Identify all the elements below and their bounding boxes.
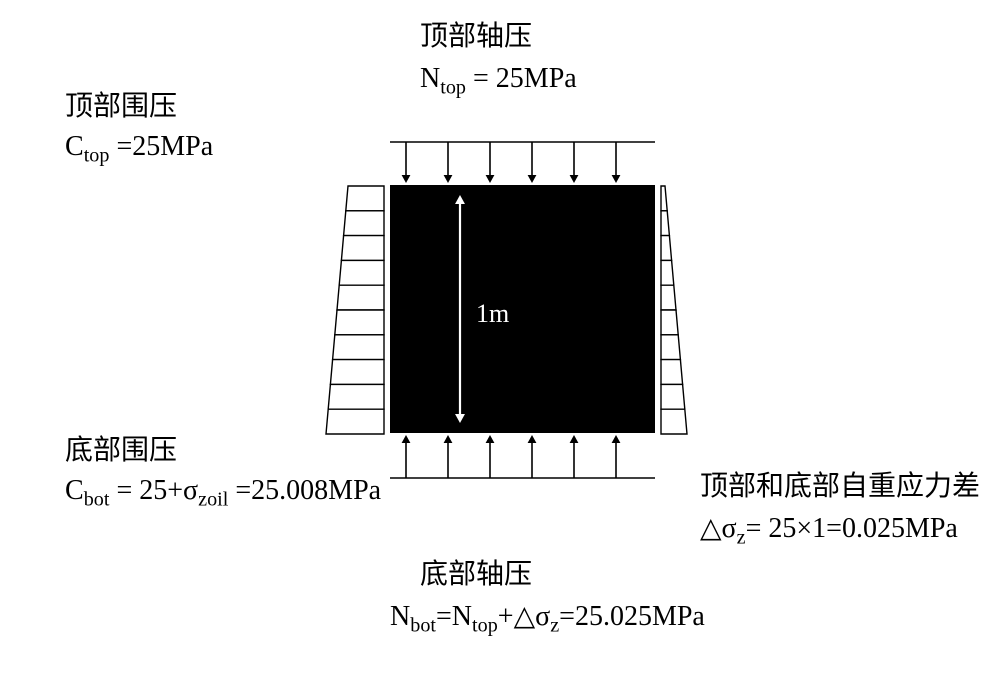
svg-text:1m: 1m	[476, 299, 509, 328]
label-top-axial-value: Ntop = 25MPa	[420, 60, 577, 102]
label-top-axial-title: 顶部轴压	[420, 18, 532, 56]
label-bot-axial-title: 底部轴压	[420, 556, 532, 594]
label-delta-sigma-value: △σz= 25×1=0.025MPa	[700, 510, 958, 552]
label-bot-conf-value: Cbot = 25+σzoil =25.008MPa	[65, 472, 381, 514]
label-bot-axial-value: Nbot=Ntop+△σz=25.025MPa	[390, 598, 705, 640]
diagram-stage: 1m 顶部轴压 Ntop = 25MPa 顶部围压 Ctop =25MPa 底部…	[0, 0, 1000, 669]
label-delta-sigma-title: 顶部和底部自重应力差	[700, 468, 980, 506]
label-bot-conf-title: 底部围压	[65, 432, 177, 470]
label-top-conf-title: 顶部围压	[65, 88, 177, 126]
label-top-conf-value: Ctop =25MPa	[65, 128, 213, 170]
